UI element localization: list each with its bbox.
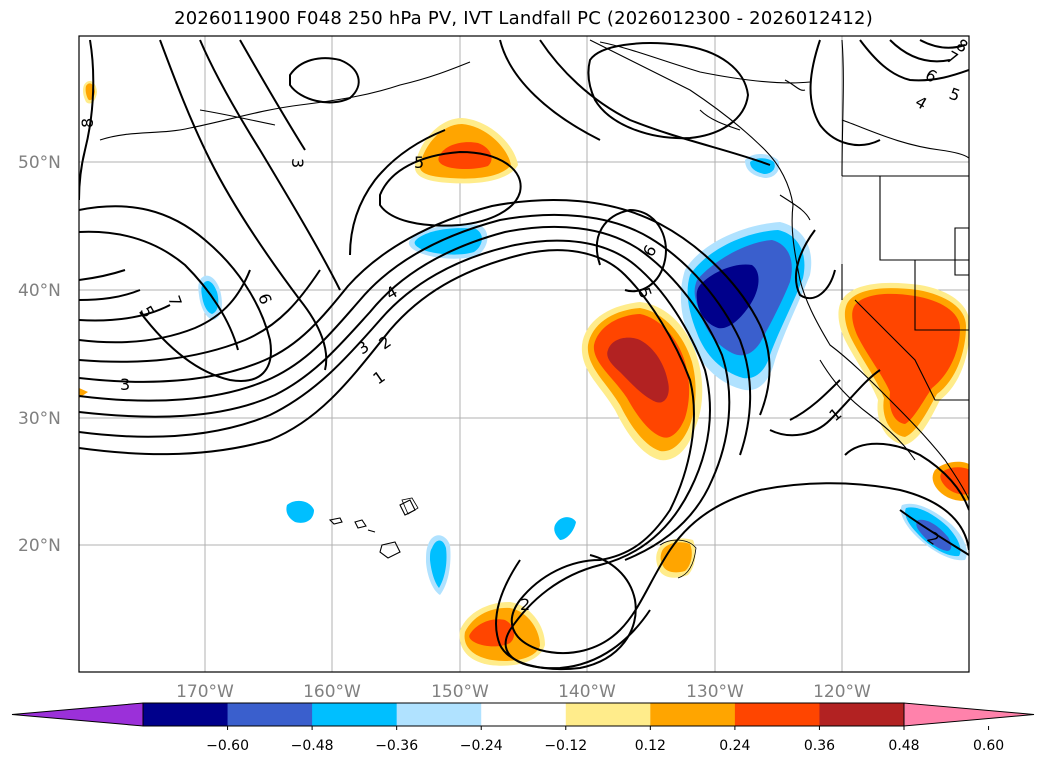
colorbar-tick-label: −0.48 — [291, 738, 334, 754]
colorbar-tick-label: 0.36 — [804, 738, 835, 754]
contour-label: 2 — [520, 595, 530, 614]
lon-label-120w: 120°W — [813, 682, 871, 702]
contour-label: 8 — [78, 118, 97, 128]
colorbar-cell — [481, 703, 567, 726]
lat-label-50n: 50°N — [18, 153, 61, 173]
lat-label-30n: 30°N — [18, 409, 61, 429]
colorbar-extend-max — [903, 702, 1035, 727]
contour-label: 3 — [120, 375, 130, 394]
lat-label-40n: 40°N — [18, 281, 61, 301]
lon-label-150w: 150°W — [431, 682, 489, 702]
colorbar-tick-label: 0.48 — [888, 738, 919, 754]
contour-label: 3 — [288, 158, 307, 168]
colorbar-cell — [396, 703, 482, 726]
colorbar-tick-label: 0.24 — [719, 738, 750, 754]
colorbar-tick-label: −0.60 — [206, 738, 249, 754]
colorbar-tick-label: −0.24 — [460, 738, 503, 754]
colorbar-tick-label: 0.12 — [635, 738, 666, 754]
colorbar-tick-label: −0.12 — [544, 738, 587, 754]
lat-label-20n: 20°N — [18, 536, 61, 556]
colorbar: −0.60 −0.48 −0.36 −0.24 −0.12 0.12 0.24 0.36 0.4… — [11, 702, 1035, 754]
colorbar-cell — [227, 703, 313, 726]
coastlines — [99, 39, 969, 559]
map-background — [79, 36, 969, 672]
latitude-labels: 50°N 40°N 30°N 20°N — [18, 153, 61, 556]
colorbar-extend-min — [11, 702, 144, 727]
colorbar-cell — [565, 703, 651, 726]
colorbar-cell — [143, 703, 229, 726]
lon-label-170w: 170°W — [176, 682, 234, 702]
lon-label-160w: 160°W — [303, 682, 361, 702]
ivt-thin-contours — [401, 497, 697, 579]
colorbar-frame — [142, 702, 905, 727]
contour-label: 5 — [414, 153, 424, 172]
colorbar-cell — [734, 703, 820, 726]
colorbar-tick-label: 0.60 — [973, 738, 1004, 754]
colorbar-cell — [819, 703, 905, 726]
map-frame — [78, 35, 970, 673]
pv-contours — [79, 39, 969, 671]
colorbar-cell — [650, 703, 736, 726]
colorbar-cell — [312, 703, 398, 726]
longitude-labels: 170°W 160°W 150°W 140°W 130°W 120°W — [176, 682, 871, 702]
lon-label-130w: 130°W — [686, 682, 744, 702]
lon-label-140w: 140°W — [558, 682, 616, 702]
colorbar-tick-label: −0.36 — [375, 738, 418, 754]
map-title: 2026011900 F048 250 hPa PV, IVT Landfall… — [174, 8, 873, 29]
